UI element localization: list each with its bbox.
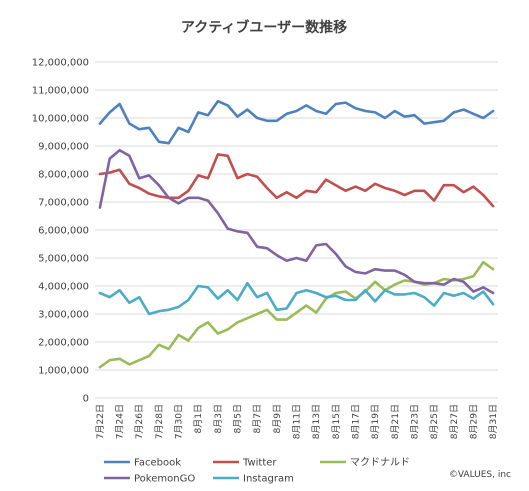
y-tick-label: 12,000,000 xyxy=(32,58,89,69)
x-tick-label: 8月31日 xyxy=(488,404,499,439)
x-tick-label: 8月27日 xyxy=(449,404,460,439)
series-line-pokemongo xyxy=(98,148,495,295)
x-tick-label: 8月5日 xyxy=(233,404,244,433)
y-tick-label: 11,000,000 xyxy=(32,86,89,97)
legend-label: Twitter xyxy=(242,458,277,469)
series-line-facebook xyxy=(98,99,495,145)
x-tick-label: 8月1日 xyxy=(193,404,204,433)
x-tick-label: 8月21日 xyxy=(390,404,401,439)
gridlines xyxy=(95,61,498,399)
x-tick-label: 8月11日 xyxy=(292,404,303,439)
x-tick-label: 8月17日 xyxy=(350,404,361,439)
y-tick-label: 6,000,000 xyxy=(38,226,89,237)
y-tick-label: 8,000,000 xyxy=(38,170,89,181)
series-lines xyxy=(98,99,495,369)
y-axis-tick-labels: 0 1,000,000 2,000,000 3,000,000 4,000,000 5,0… xyxy=(32,58,89,405)
credit-label: ©VALUES, inc xyxy=(449,470,511,480)
x-axis-tick-labels: 7月22日 7月24日 7月26日 7月28日 7月30日 8月1日 8月3日 8月5日 8月7… xyxy=(95,404,499,439)
y-tick-label: 10,000,000 xyxy=(32,114,89,125)
chart-title: アクティブユーザー数推移 xyxy=(181,19,347,36)
legend-label: Facebook xyxy=(134,458,181,469)
x-tick-label: 8月19日 xyxy=(370,404,381,439)
x-tick-label: 8月25日 xyxy=(429,404,440,439)
y-tick-label: 3,000,000 xyxy=(38,310,89,321)
y-tick-label: 2,000,000 xyxy=(38,338,89,349)
x-tick-label: 8月29日 xyxy=(468,404,479,439)
y-tick-label: 9,000,000 xyxy=(38,142,89,153)
legend-label: マクドナルド xyxy=(350,457,410,469)
x-tick-label: 8月13日 xyxy=(311,404,322,439)
y-tick-label: 0 xyxy=(83,394,89,405)
x-tick-label: 8月7日 xyxy=(252,404,263,433)
legend-label: PokemonGO xyxy=(134,474,195,485)
y-tick-label: 7,000,000 xyxy=(38,198,89,209)
legend-label: Instagram xyxy=(243,474,294,485)
x-tick-label: 8月23日 xyxy=(409,404,420,439)
legend: Facebook Twitter マクドナルド PokemonGO Instagram xyxy=(104,457,410,485)
series-line-instagram xyxy=(98,281,495,316)
x-tick-label: 7月24日 xyxy=(115,404,126,439)
x-tick-label: 7月30日 xyxy=(174,404,185,439)
x-tick-label: 8月9日 xyxy=(272,404,283,433)
y-tick-label: 1,000,000 xyxy=(38,366,89,377)
x-tick-label: 7月22日 xyxy=(95,404,106,439)
x-tick-label: 7月26日 xyxy=(134,404,145,439)
series-line-twitter xyxy=(98,153,495,208)
x-tick-label: 8月15日 xyxy=(331,404,342,439)
x-tick-label: 8月3日 xyxy=(213,404,224,433)
y-tick-label: 4,000,000 xyxy=(38,282,89,293)
x-tick-label: 7月28日 xyxy=(154,404,165,439)
y-tick-label: 5,000,000 xyxy=(38,254,89,265)
